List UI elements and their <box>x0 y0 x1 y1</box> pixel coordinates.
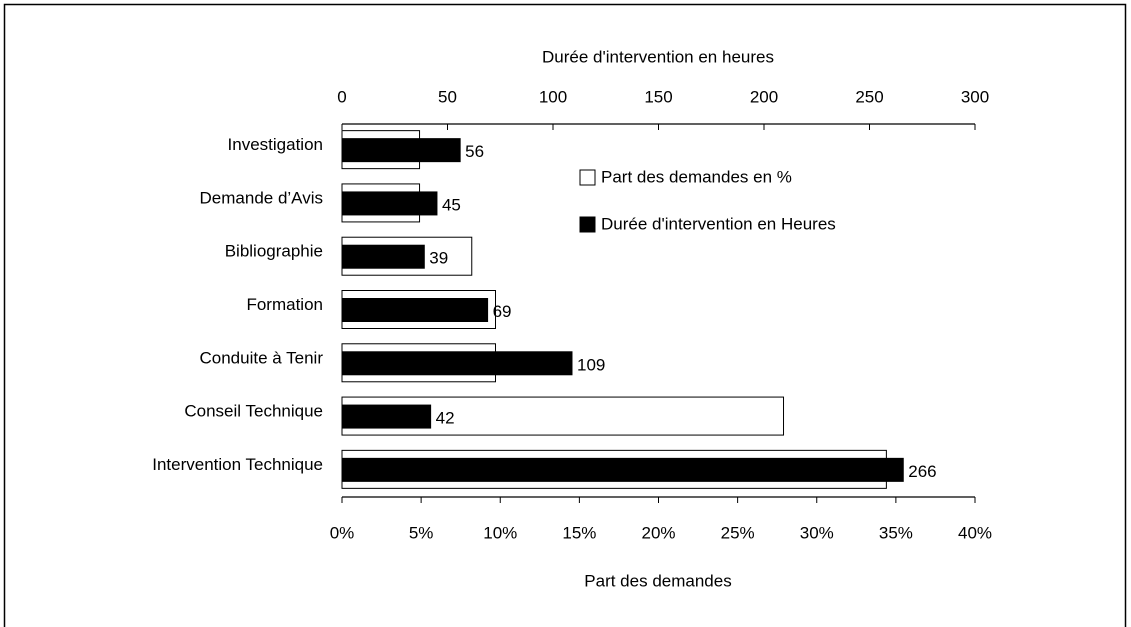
data-label: 56 <box>465 142 484 161</box>
top-tick-label: 150 <box>644 87 672 106</box>
legend-label: Durée d'intervention en Heures <box>601 214 836 233</box>
category-label: Formation <box>246 295 323 314</box>
bottom-tick-label: 25% <box>721 523 755 542</box>
bottom-tick-label: 10% <box>483 523 517 542</box>
category-label: Conseil Technique <box>184 402 323 421</box>
bar <box>341 191 438 216</box>
data-label: 109 <box>577 355 605 374</box>
bar <box>341 138 461 163</box>
bar <box>341 457 904 482</box>
bottom-tick-label: 15% <box>562 523 596 542</box>
top-tick-label: 300 <box>961 87 989 106</box>
legend-label: Part des demandes en % <box>601 167 792 186</box>
top-tick-label: 100 <box>539 87 567 106</box>
data-label: 39 <box>429 249 448 268</box>
category-label: Demande d’Avis <box>200 188 323 207</box>
frame <box>3 3 1127 627</box>
category-label: Bibliographie <box>225 242 323 261</box>
data-label: 69 <box>493 302 512 321</box>
category-label: Conduite à Tenir <box>200 348 324 367</box>
bottom-tick-label: 0% <box>330 523 355 542</box>
category-label: Investigation <box>228 135 323 154</box>
bottom-tick-label: 30% <box>800 523 834 542</box>
legend-swatch <box>579 169 596 186</box>
top-tick-label: 0 <box>337 87 346 106</box>
top-tick-label: 200 <box>750 87 778 106</box>
top-tick-label: 50 <box>438 87 457 106</box>
bottom-tick-label: 20% <box>641 523 675 542</box>
bottom-axis-title: Part des demandes <box>584 571 731 590</box>
data-label: 42 <box>436 409 455 428</box>
top-axis-title: Durée d'intervention en heures <box>542 47 774 66</box>
bar <box>341 404 432 429</box>
bar <box>341 298 489 322</box>
category-label: Intervention Technique <box>152 455 323 474</box>
top-tick-label: 250 <box>855 87 883 106</box>
bottom-tick-label: 35% <box>879 523 913 542</box>
bottom-tick-label: 5% <box>409 523 434 542</box>
legend-swatch <box>579 216 596 233</box>
data-label: 45 <box>442 195 461 214</box>
data-label: 266 <box>908 462 936 481</box>
bar <box>341 351 573 376</box>
bar <box>341 244 425 269</box>
bottom-tick-label: 40% <box>958 523 992 542</box>
